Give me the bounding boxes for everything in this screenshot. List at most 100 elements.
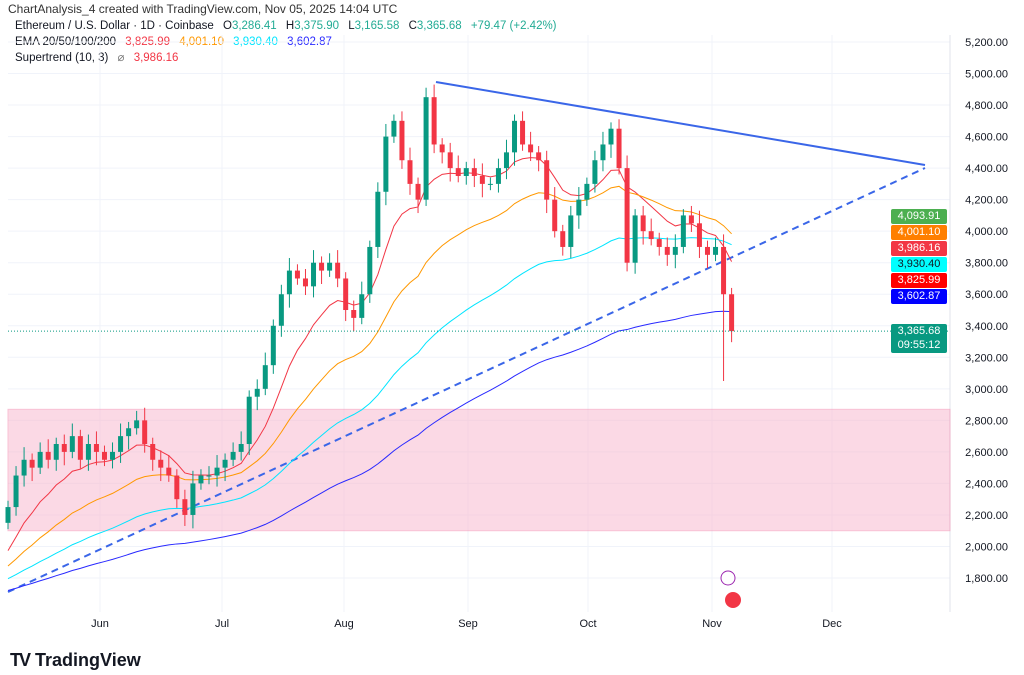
candle xyxy=(270,319,276,374)
candle xyxy=(624,155,630,272)
earnings-flag-icon xyxy=(725,592,741,608)
candle-body xyxy=(721,246,727,295)
candle-body xyxy=(616,128,622,169)
candle xyxy=(29,453,35,482)
candle-body xyxy=(214,467,220,476)
last-price-tag: 3,365.68 09:55:12 xyxy=(891,324,947,354)
candle xyxy=(182,489,188,526)
x-tick-label: Jun xyxy=(91,618,109,630)
candle-body xyxy=(664,246,670,255)
candle-body xyxy=(512,120,518,153)
bar-countdown: 09:55:12 xyxy=(897,339,941,352)
candle-body xyxy=(552,199,558,232)
ema200-line xyxy=(7,310,732,591)
candle-body xyxy=(495,168,501,184)
event-icon xyxy=(720,570,736,586)
candle xyxy=(455,155,461,183)
tradingview-logo[interactable]: TV TradingView xyxy=(10,650,141,671)
candle xyxy=(254,379,260,411)
candle-body xyxy=(254,388,260,397)
candle-body xyxy=(126,428,132,437)
hidden-eye-icon[interactable]: ⌀ xyxy=(117,52,125,64)
candle xyxy=(568,205,574,258)
candle-body xyxy=(150,444,156,460)
candle xyxy=(656,232,662,256)
candle xyxy=(536,146,542,172)
candle-body xyxy=(262,365,268,389)
candle xyxy=(118,423,124,463)
candle-body xyxy=(294,270,300,279)
high-value: 3,375.90 xyxy=(294,20,339,32)
candle-body xyxy=(479,176,485,184)
candle xyxy=(520,111,526,151)
symbol-row: Ethereum / U.S. Dollar · 1D · Coinbase O… xyxy=(15,18,563,34)
change-value: +79.47 (+2.42%) xyxy=(470,20,557,32)
candle xyxy=(319,256,325,284)
candle xyxy=(576,187,582,229)
candle xyxy=(431,84,437,154)
candle xyxy=(391,114,397,143)
low-value: 3,165.58 xyxy=(354,20,400,32)
candle-body xyxy=(29,459,35,468)
candle-body xyxy=(584,183,590,200)
candle-body xyxy=(21,459,27,476)
candle xyxy=(158,450,164,482)
candle xyxy=(126,421,132,450)
candle xyxy=(592,150,598,193)
candle-body xyxy=(118,436,124,452)
ohlc-open: O3,286.41 xyxy=(223,20,277,32)
candle xyxy=(415,177,421,214)
candle-body xyxy=(13,475,19,508)
candle-body xyxy=(174,475,180,500)
candle xyxy=(407,147,413,195)
x-tick-label: Nov xyxy=(702,618,722,630)
candle-body xyxy=(77,436,83,460)
brand-name: TradingView xyxy=(35,650,141,670)
supertrend-value: 3,986.16 xyxy=(133,52,179,64)
close-value: 3,365.68 xyxy=(416,20,462,32)
candle xyxy=(77,429,83,469)
candle-body xyxy=(503,152,509,169)
y-tick-label: 5,200.00 xyxy=(965,37,1008,49)
candle-body xyxy=(375,191,381,247)
candle-body xyxy=(528,144,534,153)
candle xyxy=(503,139,509,180)
candle xyxy=(61,434,67,466)
candle xyxy=(729,287,735,343)
candle-body xyxy=(190,483,196,515)
candle-body xyxy=(423,97,429,200)
candle xyxy=(359,281,365,325)
candle xyxy=(640,205,646,245)
candle-body xyxy=(206,475,212,477)
price-chart[interactable]: Jun Jul Aug Sep Oct Nov Dec 1,800.00 2,000.00 2,2… xyxy=(0,0,1024,640)
candle xyxy=(343,272,349,322)
candle xyxy=(222,453,228,482)
support-zone xyxy=(7,408,951,532)
chart-legend: Ethereum / U.S. Dollar · 1D · Coinbase O… xyxy=(15,18,563,66)
candle-body xyxy=(110,451,116,460)
candle xyxy=(471,158,477,188)
candle-body xyxy=(238,444,244,452)
y-tick-label: 4,800.00 xyxy=(965,100,1008,112)
y-tick-label: 2,400.00 xyxy=(965,478,1008,490)
candle-body xyxy=(696,223,702,247)
supertrend-row[interactable]: Supertrend (10, 3) ⌀ 3,986.16 xyxy=(15,50,563,66)
candle-body xyxy=(45,451,51,460)
candle-body xyxy=(134,420,140,429)
candle-body xyxy=(222,459,228,468)
candle-body xyxy=(568,215,574,247)
candle xyxy=(110,442,116,469)
candle-body xyxy=(351,310,357,318)
support-trendline xyxy=(7,167,926,593)
y-tick-label: 3,400.00 xyxy=(965,321,1008,333)
candle-body xyxy=(335,262,341,279)
candle-body xyxy=(439,144,445,153)
candle-body xyxy=(560,231,566,247)
candle-body xyxy=(327,262,333,271)
price-tag: 4,093.91 xyxy=(891,209,947,225)
candle xyxy=(721,234,727,381)
candle-body xyxy=(198,475,204,484)
candle xyxy=(262,352,268,396)
high-label: H xyxy=(285,20,295,32)
candle xyxy=(198,469,204,490)
